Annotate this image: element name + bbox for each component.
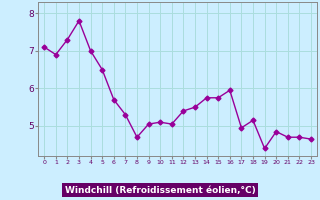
Text: Windchill (Refroidissement éolien,°C): Windchill (Refroidissement éolien,°C)	[65, 186, 255, 194]
